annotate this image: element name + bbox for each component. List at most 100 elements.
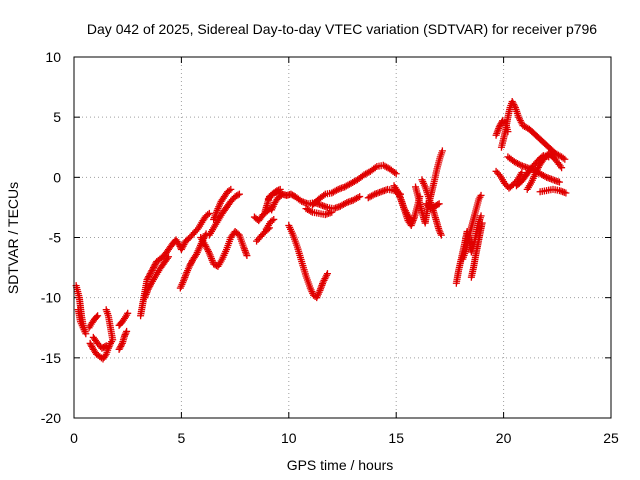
- data-point: [509, 99, 517, 107]
- data-point: [145, 284, 153, 292]
- plot-frame: [73, 56, 612, 419]
- data-point: [392, 170, 400, 178]
- data-point: [235, 190, 243, 198]
- data-point: [371, 164, 379, 172]
- data-point: [204, 211, 212, 219]
- data-point: [188, 258, 196, 266]
- data-point: [148, 267, 156, 275]
- y-tick-label: 10: [45, 49, 61, 65]
- data-point: [243, 252, 251, 260]
- data-point: [341, 200, 349, 208]
- data-point: [559, 154, 567, 162]
- data-point: [268, 217, 276, 225]
- data-point: [436, 228, 444, 236]
- data-point: [558, 164, 566, 172]
- data-point: [144, 285, 152, 293]
- data-point: [165, 253, 173, 261]
- data-point: [369, 191, 377, 199]
- data-point: [265, 224, 273, 232]
- data-point: [477, 212, 485, 220]
- data-point: [146, 282, 154, 290]
- x-tick-label: 20: [496, 430, 512, 446]
- data-point: [277, 191, 285, 199]
- data-point: [438, 147, 446, 155]
- data-point: [515, 160, 523, 168]
- data-point: [270, 215, 278, 223]
- x-tick-label: 25: [603, 430, 619, 446]
- data-point: [307, 207, 315, 215]
- data-point: [437, 231, 445, 239]
- data-point: [555, 178, 563, 186]
- data-point: [144, 274, 152, 282]
- data-point: [276, 193, 284, 201]
- data-point: [149, 265, 157, 273]
- y-tick-label: -10: [41, 290, 61, 306]
- data-point: [145, 273, 153, 281]
- data-point: [101, 352, 109, 360]
- data-point: [504, 128, 512, 136]
- data-point: [495, 123, 503, 131]
- data-point: [102, 342, 110, 350]
- y-tick-label: -5: [49, 230, 62, 246]
- data-point: [434, 201, 442, 209]
- data-point: [391, 169, 399, 177]
- x-tick-label: 0: [70, 430, 78, 446]
- data-points: [72, 98, 570, 363]
- x-tick-label: 15: [388, 430, 404, 446]
- data-point: [123, 327, 131, 335]
- x-axis-label: GPS time / hours: [287, 457, 394, 473]
- data-point: [121, 331, 129, 339]
- data-point: [86, 339, 94, 347]
- x-tick-label: 5: [178, 430, 186, 446]
- data-point: [120, 332, 128, 340]
- y-tick-label: -15: [41, 350, 61, 366]
- data-point: [74, 306, 82, 314]
- data-point: [94, 312, 102, 320]
- data-point: [124, 309, 132, 317]
- data-point: [145, 271, 153, 279]
- data-point: [102, 306, 110, 314]
- data-point: [87, 341, 95, 349]
- data-point: [477, 191, 485, 199]
- data-point: [186, 261, 194, 269]
- data-point: [117, 342, 125, 350]
- data-point: [541, 172, 549, 180]
- data-point: [356, 193, 364, 201]
- data-point: [333, 186, 341, 194]
- data-point: [510, 101, 518, 109]
- data-point: [163, 254, 171, 262]
- data-point: [320, 191, 328, 199]
- data-point: [435, 200, 443, 208]
- y-tick-label: 5: [53, 109, 61, 125]
- y-tick-label: 0: [53, 169, 61, 185]
- data-point: [187, 260, 195, 268]
- chart-title: Day 042 of 2025, Sidereal Day-to-day VTE…: [87, 21, 597, 37]
- data-point: [496, 121, 504, 129]
- data-point: [561, 155, 569, 163]
- data-point: [234, 191, 242, 199]
- data-point: [562, 189, 570, 197]
- data-point: [150, 262, 158, 270]
- data-point: [408, 217, 416, 225]
- data-point: [93, 313, 101, 321]
- data-point: [518, 169, 526, 177]
- data-point: [328, 208, 336, 216]
- data-point: [276, 185, 284, 193]
- data-point: [435, 226, 443, 234]
- data-point: [511, 102, 519, 110]
- data-point: [88, 342, 96, 350]
- data-point: [205, 209, 213, 217]
- x-tick-label: 10: [281, 430, 297, 446]
- data-point: [227, 185, 235, 193]
- data-point: [151, 261, 159, 269]
- data-point: [508, 98, 516, 106]
- data-point: [437, 229, 445, 237]
- data-point: [122, 329, 130, 337]
- data-point: [407, 215, 415, 223]
- y-tick-label: -20: [41, 410, 61, 426]
- data-point: [146, 270, 154, 278]
- data-point: [264, 225, 272, 233]
- data-point: [143, 276, 151, 284]
